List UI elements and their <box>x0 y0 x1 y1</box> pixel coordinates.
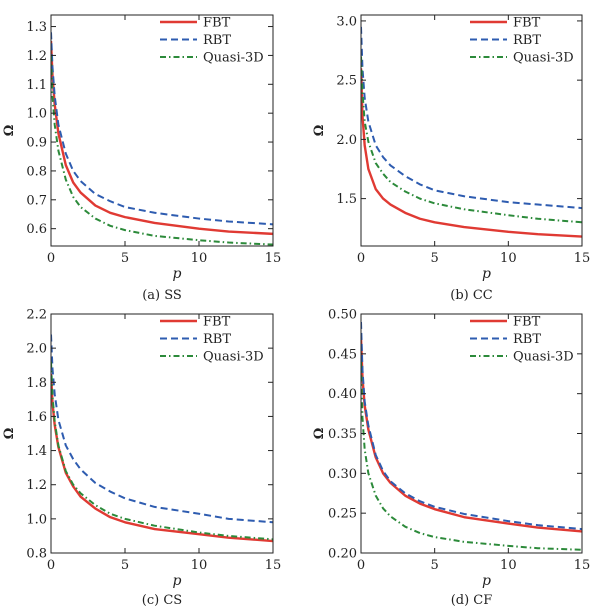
x-tick-label: 0 <box>47 558 55 573</box>
y-tick-label: 2.5 <box>336 74 357 89</box>
legend-label-quasi: Quasi-3D <box>203 51 264 66</box>
y-axis-title: Ω <box>2 428 17 440</box>
x-tick-label: 0 <box>357 251 365 266</box>
x-tick-label: 5 <box>431 251 439 266</box>
legend-label-fbt: FBT <box>513 16 541 31</box>
series-line-fbt <box>361 68 582 238</box>
y-tick-label: 1.0 <box>26 512 47 527</box>
legend: FBT RBT Quasi-3D <box>160 315 264 365</box>
y-tick-label: 1.2 <box>26 49 47 64</box>
x-tick-label: 0 <box>357 558 365 573</box>
x-tick-label: 15 <box>265 558 282 573</box>
x-tick-label: 0 <box>47 251 55 266</box>
series-line-rbt <box>361 26 582 210</box>
chart-cc: 0 5 10 15 1.5 2.0 2.5 3.0 p Ω (b) CC FBT RBT Quasi-3D <box>312 14 590 303</box>
y-tick-label: 0.35 <box>328 427 357 442</box>
y-tick-label: 2.0 <box>336 133 357 148</box>
x-axis-title: p <box>482 573 491 589</box>
legend-label-fbt: FBT <box>203 315 231 330</box>
plot-frame <box>50 14 274 247</box>
legend-label-quasi: Quasi-3D <box>203 350 264 365</box>
y-tick-label: 1.2 <box>26 478 47 493</box>
y-tick-label: 2.0 <box>26 342 47 357</box>
series-line-fbt <box>51 40 273 236</box>
chart-cf: 0 5 10 15 0.20 0.25 0.30 0.35 0.40 0.45 0.50 p Ω (d) … <box>312 308 590 609</box>
x-tick-label: 15 <box>574 251 591 266</box>
x-tick-label: 10 <box>191 251 208 266</box>
legend-label-rbt: RBT <box>203 332 231 347</box>
y-tick-label: 2.2 <box>26 308 47 323</box>
series-line-quasi <box>51 361 273 541</box>
y-tick-label: 1.8 <box>26 376 47 391</box>
series-line-fbt <box>361 337 582 533</box>
chart-ss: 0 5 10 15 0.6 0.7 0.8 0.9 1.0 1.1 1.2 1.3 p Ω (a) SS FB… <box>2 14 282 303</box>
series-line-rbt <box>361 321 582 531</box>
x-axis-title: p <box>173 573 182 589</box>
y-tick-label: 0.7 <box>26 193 47 208</box>
series-line-quasi <box>361 361 582 551</box>
legend: FBT RBT Quasi-3D <box>160 16 264 66</box>
x-tick-label: 5 <box>121 251 129 266</box>
y-axis-title: Ω <box>2 125 17 137</box>
y-tick-label: 0.6 <box>26 222 47 237</box>
legend-label-rbt: RBT <box>513 33 541 48</box>
series-line-quasi <box>361 56 582 224</box>
x-tick-label: 10 <box>500 251 517 266</box>
x-tick-label: 15 <box>265 251 282 266</box>
panel-caption: (d) CF <box>451 593 493 608</box>
x-axis-title: p <box>173 266 182 282</box>
legend-label-fbt: FBT <box>513 315 541 330</box>
panel-caption: (a) SS <box>142 288 182 303</box>
y-axis-title: Ω <box>312 125 327 137</box>
y-axis-title: Ω <box>312 428 327 440</box>
plot-frame <box>50 313 274 554</box>
series-line-quasi <box>51 55 273 246</box>
x-tick-label: 15 <box>574 558 591 573</box>
y-tick-label: 0.20 <box>328 547 357 562</box>
y-tick-label: 1.4 <box>26 444 47 459</box>
y-tick-label: 0.8 <box>26 164 47 179</box>
y-tick-label: 1.1 <box>26 78 47 93</box>
y-tick-label: 0.25 <box>328 507 357 522</box>
x-tick-label: 10 <box>191 558 208 573</box>
panel-caption: (c) CS <box>142 593 182 608</box>
plot-frame <box>360 14 583 247</box>
y-tick-label: 1.5 <box>336 192 357 207</box>
y-tick-label: 1.3 <box>26 20 47 35</box>
y-tick-label: 1.0 <box>26 107 47 122</box>
y-tick-label: 1.6 <box>26 410 47 425</box>
y-tick-label: 3.0 <box>336 14 357 29</box>
y-tick-label: 0.8 <box>26 547 47 562</box>
series-line-rbt <box>51 32 273 226</box>
legend: FBT RBT Quasi-3D <box>470 315 574 365</box>
chart-cs: 0 5 10 15 0.8 1.0 1.2 1.4 1.6 1.8 2.0 2.2 p Ω (c) CS FB… <box>2 308 281 609</box>
y-tick-label: 0.50 <box>328 308 357 323</box>
y-tick-label: 0.40 <box>328 387 357 402</box>
x-tick-label: 5 <box>431 558 439 573</box>
y-tick-label: 0.9 <box>26 136 47 151</box>
y-tick-label: 0.45 <box>328 347 357 362</box>
legend-label-rbt: RBT <box>203 33 231 48</box>
legend-label-rbt: RBT <box>513 332 541 347</box>
series-line-fbt <box>51 373 273 543</box>
legend-label-quasi: Quasi-3D <box>513 51 574 66</box>
x-tick-label: 10 <box>500 558 517 573</box>
x-axis-title: p <box>482 266 491 282</box>
panel-caption: (b) CC <box>450 288 493 303</box>
legend-label-fbt: FBT <box>203 16 231 31</box>
x-tick-label: 5 <box>121 558 129 573</box>
legend-label-quasi: Quasi-3D <box>513 350 574 365</box>
legend: FBT RBT Quasi-3D <box>470 16 574 66</box>
y-tick-label: 0.30 <box>328 467 357 482</box>
